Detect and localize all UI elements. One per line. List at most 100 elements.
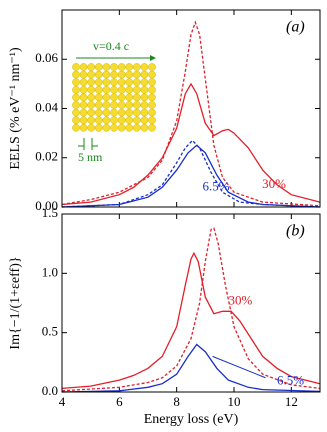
particle <box>132 101 141 109</box>
x-tick-label: 4 <box>59 394 66 409</box>
particle <box>110 70 118 79</box>
plot-frame <box>61 9 321 208</box>
particle <box>79 93 88 102</box>
particle <box>94 93 103 102</box>
inset: v=0.4 c 5 nm <box>72 39 156 164</box>
x-tick-label: 6 <box>116 394 123 409</box>
particle <box>72 93 80 102</box>
particle <box>132 70 141 79</box>
particle <box>94 63 103 71</box>
particle <box>117 101 126 109</box>
particle <box>72 70 80 79</box>
particle <box>125 93 134 102</box>
y-tick-label: 1.5 <box>42 205 58 220</box>
particle <box>125 70 134 79</box>
particle <box>87 85 96 94</box>
particle <box>125 101 134 109</box>
series-line <box>61 227 321 392</box>
particle <box>117 63 126 71</box>
particle <box>79 78 88 87</box>
particle <box>87 108 96 117</box>
particle <box>87 101 96 109</box>
particle <box>110 78 118 87</box>
particle <box>94 116 103 125</box>
particle <box>87 63 96 71</box>
y-tick-label: 0.02 <box>35 149 58 164</box>
particle <box>140 63 149 71</box>
particle <box>102 123 111 132</box>
particle <box>72 116 80 125</box>
particle <box>87 116 96 125</box>
particle <box>140 93 149 102</box>
particle <box>79 101 88 109</box>
particle <box>102 108 111 117</box>
series-line <box>61 82 321 206</box>
panel-label: (b) <box>286 223 305 240</box>
particle <box>110 93 118 102</box>
particle <box>125 78 134 87</box>
particle <box>79 123 88 132</box>
x-axis-label: Energy loss (eV) <box>144 412 239 427</box>
series-line <box>61 139 321 208</box>
particle <box>132 116 141 125</box>
particle <box>148 78 156 87</box>
particle <box>79 85 88 94</box>
particle <box>132 63 141 71</box>
scale-label: 5 nm <box>78 150 103 164</box>
particle <box>132 108 141 117</box>
particle <box>132 93 141 102</box>
particle <box>140 85 149 94</box>
particle <box>117 78 126 87</box>
particle <box>125 85 134 94</box>
x-tick-label: 12 <box>285 394 298 409</box>
series-line <box>61 251 321 390</box>
particle <box>140 101 149 109</box>
series-label: 30% <box>229 293 253 308</box>
particle <box>94 70 103 79</box>
velocity-label: v=0.4 c <box>93 39 129 53</box>
y-tick-label: 0.5 <box>42 324 58 339</box>
particle <box>94 101 103 109</box>
particle <box>94 85 103 94</box>
particle <box>117 93 126 102</box>
particle <box>79 63 88 71</box>
series-line <box>61 20 321 207</box>
particle <box>148 93 156 102</box>
particle <box>87 70 96 79</box>
label-arrow <box>212 355 266 379</box>
particle <box>87 78 96 87</box>
particle <box>148 70 156 79</box>
particle <box>102 70 111 79</box>
arrow-head <box>150 55 156 61</box>
particle <box>87 123 96 132</box>
particle <box>72 78 80 87</box>
particle <box>125 123 134 132</box>
particle <box>87 93 96 102</box>
particle <box>140 78 149 87</box>
particle <box>117 108 126 117</box>
particle <box>94 108 103 117</box>
particle <box>79 116 88 125</box>
particle <box>148 116 156 125</box>
particle <box>102 78 111 87</box>
particle <box>102 85 111 94</box>
particle <box>140 70 149 79</box>
series-label: 6.5% <box>277 372 304 387</box>
particle <box>132 78 141 87</box>
particle <box>125 108 134 117</box>
particle <box>117 85 126 94</box>
particle <box>94 123 103 132</box>
particle <box>117 123 126 132</box>
particle <box>132 123 141 132</box>
y-tick-label: 1.0 <box>42 264 58 279</box>
particle <box>148 85 156 94</box>
series-line <box>61 343 321 393</box>
particle <box>125 116 134 125</box>
particle <box>72 123 80 132</box>
particle <box>72 85 80 94</box>
particle <box>72 101 80 109</box>
particle <box>79 70 88 79</box>
panel-label: (a) <box>286 19 305 36</box>
particle <box>110 85 118 94</box>
